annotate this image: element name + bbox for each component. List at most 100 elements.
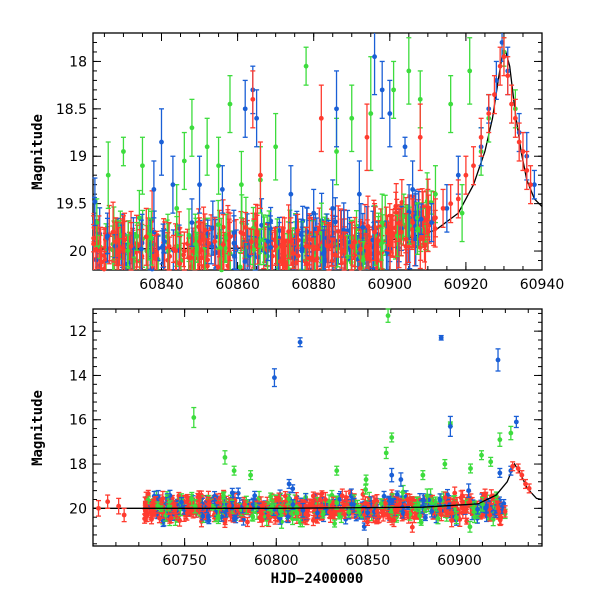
data-point-red <box>398 229 404 235</box>
data-point-red <box>227 234 233 240</box>
baseline-point-red <box>110 229 116 235</box>
baseline-point-blue <box>231 230 237 236</box>
baseline-point-red <box>270 253 275 259</box>
baseline-point-red <box>290 251 296 256</box>
bottom-panel-dense-band <box>142 484 508 533</box>
data-point-red <box>505 73 511 79</box>
data-point-green <box>406 68 412 74</box>
data-point-red <box>516 139 522 145</box>
baseline-point-red <box>220 242 226 247</box>
baseline-point-red <box>152 255 158 261</box>
baseline-point-red <box>418 236 423 242</box>
baseline-point-red <box>243 225 249 230</box>
data-point-blue <box>531 182 537 188</box>
data-point-red <box>303 243 309 249</box>
baseline-point-red <box>352 239 358 245</box>
data-point-red <box>143 234 149 240</box>
baseline-point-red <box>403 236 409 242</box>
baseline-point-red <box>360 492 366 497</box>
data-point-blue <box>265 239 271 244</box>
baseline-point-red <box>452 490 458 496</box>
data-point-green <box>227 101 233 107</box>
data-point-blue <box>189 220 195 226</box>
baseline-point-red <box>91 235 97 241</box>
baseline-point-red <box>225 263 231 269</box>
data-point-blue <box>402 144 408 150</box>
data-point-blue <box>242 106 248 112</box>
baseline-point-blue <box>360 224 366 230</box>
baseline-point-blue <box>341 227 347 233</box>
data-point-blue <box>372 54 377 60</box>
top-panel-data-points <box>91 33 537 273</box>
y-tick-label: 18.5 <box>56 102 87 118</box>
baseline-point-red <box>145 491 151 497</box>
baseline-point-red <box>173 248 178 254</box>
data-point-blue <box>356 191 362 197</box>
data-point-blue <box>254 115 260 121</box>
data-point-green <box>334 149 339 154</box>
data-point-green <box>360 258 366 263</box>
data-point-blue <box>197 182 202 188</box>
data-point-red <box>166 243 172 249</box>
data-point-green <box>273 144 279 150</box>
baseline-point-red <box>295 253 301 259</box>
baseline-point-red <box>314 256 320 262</box>
data-point-blue <box>311 210 317 216</box>
baseline-point-green <box>215 222 221 228</box>
data-point-red <box>273 243 279 249</box>
baseline-point-red <box>241 231 247 237</box>
data-point-green <box>94 220 100 226</box>
data-point-red <box>448 201 454 207</box>
baseline-point-green <box>378 241 384 247</box>
data-point-green <box>121 149 126 154</box>
baseline-point-blue <box>348 493 354 499</box>
y-tick-label: 18 <box>69 54 87 70</box>
baseline-point-green <box>363 487 369 492</box>
data-point-blue <box>151 187 157 192</box>
data-point-green <box>105 172 111 178</box>
baseline-point-red <box>365 519 370 525</box>
x-tick-label: 60900 <box>368 277 413 293</box>
data-point-red <box>212 239 218 244</box>
data-point-red <box>425 210 431 216</box>
data-point-red <box>478 134 484 140</box>
baseline-point-green <box>261 237 266 243</box>
baseline-point-green <box>134 233 140 239</box>
x-tick-label: 60860 <box>215 277 260 293</box>
data-point-blue <box>444 205 450 211</box>
y-tick-label: 19 <box>69 149 87 165</box>
data-point-green <box>303 63 309 69</box>
baseline-point-red <box>358 246 364 252</box>
baseline-point-red <box>464 518 470 524</box>
baseline-point-green <box>251 247 257 252</box>
data-point-red <box>197 239 202 244</box>
top-panel: 60840 60860 60880 60900 60920 60940 18 18.5 19 19… <box>30 32 565 293</box>
data-point-red <box>512 115 518 121</box>
baseline-point-green <box>297 520 303 525</box>
baseline-point-red <box>177 261 183 267</box>
data-point-red <box>492 92 497 98</box>
baseline-point-red <box>205 257 211 263</box>
baseline-point-blue <box>394 491 400 497</box>
baseline-point-blue <box>320 251 326 257</box>
data-point-red <box>113 239 119 244</box>
data-point-blue <box>410 187 416 192</box>
data-point-red <box>181 248 187 254</box>
baseline-point-blue <box>381 493 387 499</box>
data-point-red <box>509 101 514 107</box>
data-point-blue <box>219 187 225 192</box>
y-tick-label: 19.5 <box>56 197 87 213</box>
baseline-point-red <box>286 229 291 234</box>
data-point-red <box>250 96 256 102</box>
baseline-point-blue <box>268 245 273 250</box>
data-point-red <box>349 243 355 249</box>
data-point-blue <box>499 40 505 45</box>
baseline-point-red <box>202 227 208 233</box>
x-tick-label: 60940 <box>520 277 565 293</box>
baseline-point-red <box>388 232 393 238</box>
baseline-point-green <box>136 215 142 221</box>
data-point-blue <box>493 78 499 83</box>
baseline-point-blue <box>213 234 219 240</box>
data-point-green <box>467 68 473 74</box>
baseline-point-green <box>148 235 154 241</box>
